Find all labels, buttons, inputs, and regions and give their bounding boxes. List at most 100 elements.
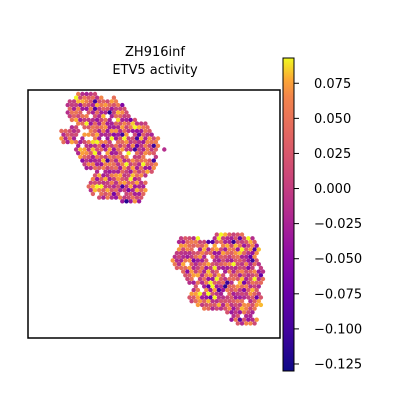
spot [204,295,209,300]
spot [216,273,222,278]
spot [246,317,251,322]
spot [229,295,234,300]
spot [118,121,123,126]
spot [143,128,148,134]
colorbar-tick-label: 0.050 [314,112,351,127]
spot [65,139,70,145]
spot [109,136,115,141]
spot [105,195,110,200]
spot [212,258,217,263]
colorbar-tick-label: −0.075 [314,287,362,302]
spot [147,143,152,148]
spot [111,191,117,197]
spot [223,284,228,289]
spot [132,169,138,174]
spot [71,128,77,134]
spot [244,247,249,252]
spot [103,191,108,197]
spot [88,121,94,126]
spot [130,165,135,171]
spot [118,151,123,156]
spot [80,136,85,141]
spot [223,232,228,237]
spot [86,110,91,115]
spot [130,136,135,141]
spot [212,302,217,308]
spot [254,295,259,300]
spot [229,243,234,248]
spot [199,250,205,256]
spot [212,236,217,241]
spot [252,306,257,311]
spot [88,143,94,148]
spot [187,236,192,241]
spot [136,139,142,145]
spot [78,117,83,123]
spot [122,165,127,171]
spot [246,295,251,300]
colorbar-tick-label: 0.075 [314,77,351,92]
spot [139,151,144,156]
spot [73,125,79,130]
colorbar-tick-label: 0.025 [314,147,351,162]
spot [84,91,89,97]
spot [223,269,228,274]
spot [113,173,119,178]
spot [122,106,127,112]
spot [147,136,152,141]
spot [248,313,253,319]
spot [90,154,96,160]
spot [105,136,110,141]
spot [225,310,230,315]
spot [141,162,146,167]
spot [103,110,108,115]
spot [107,169,112,174]
spot [193,262,198,267]
spot [250,265,255,271]
spot [69,110,75,115]
spot [92,165,98,171]
spot [92,99,98,104]
spot [141,191,146,197]
spot [82,162,87,167]
spot [220,287,226,293]
spot [101,114,106,119]
spot [132,132,138,137]
spot [73,95,79,100]
spot [187,265,192,271]
spot [65,132,70,137]
spot [241,265,247,271]
spot [151,158,156,163]
spot [107,176,112,182]
spot [231,269,236,274]
spot [195,273,201,278]
spot [107,147,112,152]
spot [252,254,257,259]
spot [88,158,94,163]
spot [59,136,64,141]
spot [195,287,201,293]
spot [124,125,129,130]
spot [202,291,207,296]
spot [239,306,245,311]
spot [99,132,104,137]
spot [218,276,224,282]
spot [212,250,217,256]
spot [118,128,123,134]
spot [260,276,266,282]
spot [122,143,127,148]
spot [244,313,249,319]
spot [202,239,207,245]
spot [90,139,96,145]
spot [143,165,148,171]
spot [250,295,255,300]
spot [195,236,201,241]
spot [97,114,102,119]
spot [248,254,253,259]
spot [225,302,230,308]
spot [233,243,238,248]
spot [103,132,108,137]
spot [227,269,232,274]
spot [199,280,205,285]
spot [101,121,106,126]
